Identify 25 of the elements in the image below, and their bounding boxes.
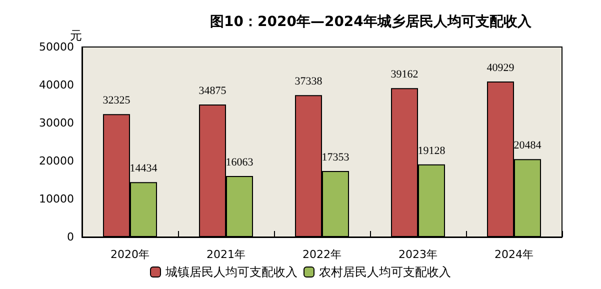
- data-label: 16063: [226, 156, 254, 168]
- y-tick-label: 50000: [39, 40, 74, 54]
- x-tick-label: 2024年: [494, 248, 534, 261]
- y-tick-label: 30000: [39, 116, 74, 130]
- data-label: 39162: [390, 68, 418, 81]
- x-tick-label: 2022年: [302, 248, 342, 261]
- data-label: 34875: [198, 84, 227, 97]
- data-label: 20484: [514, 140, 542, 152]
- legend-label: 农村居民人均可支配收入: [319, 265, 451, 279]
- data-label: 32325: [102, 94, 131, 107]
- chart-title: 图10：2020年—2024年城乡居民人均可支配收入: [210, 13, 532, 30]
- x-tick-label: 2021年: [206, 248, 246, 261]
- data-label: 19128: [418, 144, 446, 157]
- y-tick-label: 0: [67, 230, 74, 244]
- data-label: 17353: [322, 152, 350, 164]
- legend-label: 城镇居民人均可支配收入: [164, 265, 298, 279]
- y-axis-title: 元: [70, 28, 82, 43]
- x-tick-label: 2023年: [398, 248, 438, 261]
- y-tick-label: 40000: [39, 78, 74, 92]
- y-tick-label: 10000: [39, 192, 74, 206]
- y-tick-label: 20000: [39, 154, 74, 168]
- data-label: 40929: [486, 62, 515, 74]
- x-tick-label: 2020年: [110, 248, 150, 261]
- data-label: 14434: [130, 162, 158, 175]
- data-label: 37338: [294, 76, 323, 88]
